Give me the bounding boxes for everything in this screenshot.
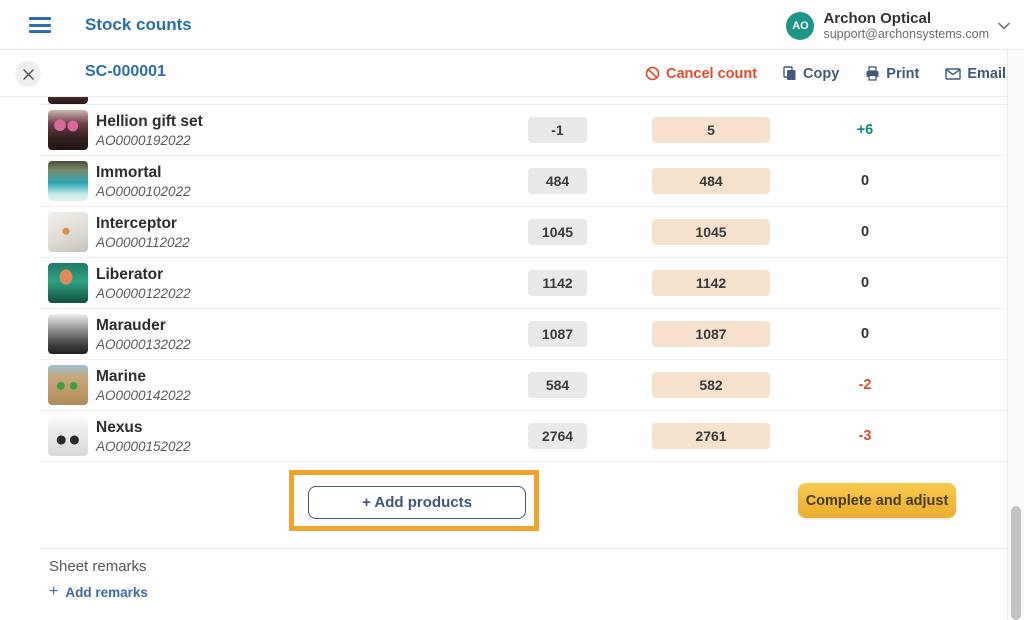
counted-quantity-input[interactable]: 582 — [652, 372, 770, 398]
highlight-annotation-box: + Add products — [289, 470, 539, 531]
email-icon — [945, 67, 962, 80]
product-sku: AO0000122022 — [96, 286, 191, 302]
counted-quantity-input[interactable]: 1087 — [652, 321, 770, 347]
product-name: Immortal — [96, 164, 162, 181]
page-title: Stock counts — [85, 15, 192, 34]
table-row: Hellion gift set AO0000192022 -1 5 +6 — [40, 105, 1008, 156]
quantity-badge: 2764 — [528, 423, 587, 449]
document-toolbar: SC-000001 Cancel count Copy Print Email — [0, 50, 1024, 97]
product-thumbnail-partial — [48, 97, 88, 104]
cancel-count-button[interactable]: Cancel count — [645, 66, 757, 82]
table-row-partial — [40, 97, 1008, 105]
print-icon — [866, 66, 879, 81]
quantity-badge: 584 — [528, 372, 587, 398]
counted-quantity-input[interactable]: 1045 — [652, 219, 770, 245]
product-sku: AO0000192022 — [96, 133, 191, 149]
difference-value: 0 — [860, 326, 870, 342]
quantity-badge: -1 — [528, 117, 587, 143]
product-name: Marine — [96, 368, 146, 385]
product-name: Liberator — [96, 266, 164, 283]
table-row: Marine AO0000142022 584 582 -2 — [40, 360, 1008, 411]
difference-value: -2 — [858, 377, 872, 393]
counted-quantity-input[interactable]: 2761 — [652, 423, 770, 449]
document-id: SC-000001 — [85, 63, 166, 80]
product-thumbnail — [48, 212, 88, 252]
email-button[interactable]: Email — [945, 66, 1006, 82]
counted-quantity-input[interactable]: 5 — [652, 117, 770, 143]
account-name: Archon Optical — [823, 10, 931, 27]
copy-button[interactable]: Copy — [783, 66, 839, 82]
top-bar: Stock counts AO Archon Optical support@a… — [0, 0, 1024, 50]
product-thumbnail — [48, 110, 88, 150]
product-thumbnail — [48, 161, 88, 201]
chevron-down-icon — [998, 22, 1010, 30]
product-sku: AO0000102022 — [96, 184, 191, 200]
table-row: Interceptor AO0000112022 1045 1045 0 — [40, 207, 1008, 258]
hamburger-menu-icon[interactable] — [29, 17, 51, 33]
scrollbar-track[interactable] — [1007, 50, 1024, 620]
account-email: support@archonsystems.com — [823, 27, 989, 42]
difference-value: 0 — [860, 173, 870, 189]
cancel-icon — [645, 66, 660, 81]
counted-quantity-input[interactable]: 1142 — [652, 270, 770, 296]
table-row: Nexus AO0000152022 2764 2761 -3 — [40, 411, 1008, 462]
product-name: Nexus — [96, 419, 143, 436]
product-sku: AO0000132022 — [96, 337, 191, 353]
quantity-badge: 1087 — [528, 321, 587, 347]
sheet-remarks-heading: Sheet remarks — [49, 558, 147, 575]
product-sku: AO0000112022 — [96, 235, 190, 251]
avatar: AO — [786, 11, 815, 40]
sheet-remarks-section: Sheet remarks + Add remarks — [40, 548, 1008, 601]
difference-value: -3 — [858, 428, 872, 444]
plus-icon: + — [49, 583, 59, 600]
product-sku: AO0000152022 — [96, 439, 191, 455]
complete-and-adjust-button[interactable]: Complete and adjust — [798, 483, 956, 518]
difference-value: +6 — [856, 122, 874, 138]
close-button[interactable] — [15, 61, 41, 87]
add-remarks-button[interactable]: + Add remarks — [49, 583, 148, 600]
quantity-badge: 1142 — [528, 270, 587, 296]
copy-icon — [783, 66, 796, 80]
product-thumbnail — [48, 416, 88, 456]
counted-quantity-input[interactable]: 484 — [652, 168, 770, 194]
scrollbar-thumb[interactable] — [1011, 506, 1021, 620]
difference-value: 0 — [860, 224, 870, 240]
stock-count-table: Hellion gift set AO0000192022 -1 5 +6 Im… — [40, 97, 1008, 462]
difference-value: 0 — [860, 275, 870, 291]
table-row: Liberator AO0000122022 1142 1142 0 — [40, 258, 1008, 309]
quantity-badge: 484 — [528, 168, 587, 194]
product-thumbnail — [48, 263, 88, 303]
table-row: Immortal AO0000102022 484 484 0 — [40, 156, 1008, 207]
quantity-badge: 1045 — [528, 219, 587, 245]
print-button[interactable]: Print — [865, 66, 919, 82]
product-name: Interceptor — [96, 215, 177, 232]
product-thumbnail — [48, 314, 88, 354]
product-name: Marauder — [96, 317, 166, 334]
account-menu[interactable]: AO Archon Optical support@archonsystems.… — [786, 10, 1010, 42]
product-sku: AO0000142022 — [96, 388, 191, 404]
product-name: Hellion gift set — [96, 113, 203, 130]
table-row: Marauder AO0000132022 1087 1087 0 — [40, 309, 1008, 360]
add-products-button[interactable]: + Add products — [308, 486, 526, 519]
close-icon — [22, 68, 34, 80]
product-thumbnail — [48, 365, 88, 405]
